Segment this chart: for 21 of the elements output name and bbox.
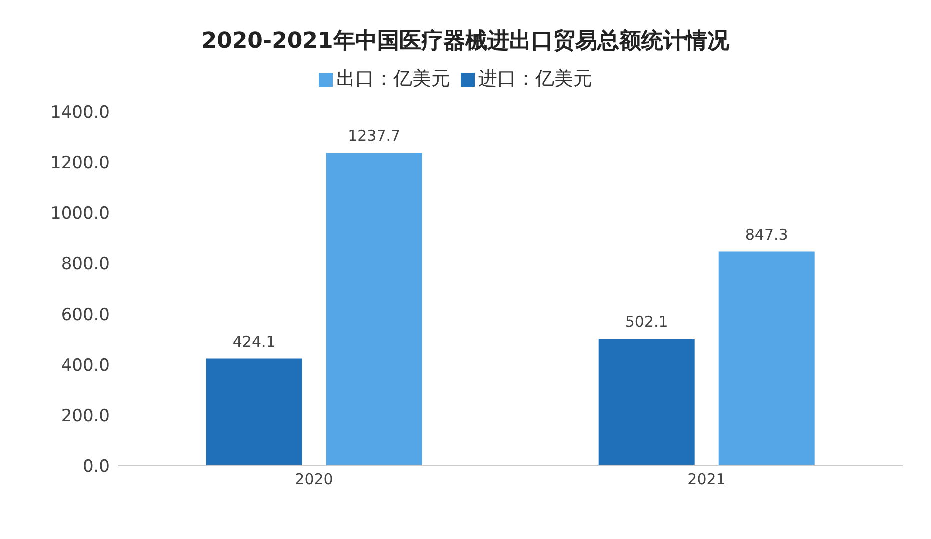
- legend-label: 进口：亿美元: [478, 68, 592, 90]
- legend-label: 出口：亿美元: [336, 68, 450, 90]
- y-tick-label: 0.0: [82, 457, 110, 478]
- bar: [718, 252, 815, 466]
- y-tick-label: 1000.0: [50, 204, 110, 224]
- x-tick-label: 2020: [295, 470, 334, 489]
- bar: [598, 339, 695, 466]
- y-tick-label: 400.0: [61, 356, 110, 376]
- x-tick-label: 2021: [688, 470, 726, 489]
- y-tick-label: 800.0: [61, 254, 110, 275]
- y-tick-label: 1400.0: [50, 103, 110, 124]
- data-label: 502.1: [625, 313, 668, 332]
- bar: [326, 153, 422, 466]
- data-label: 1237.7: [348, 127, 401, 146]
- y-tick-label: 600.0: [61, 305, 110, 326]
- bar: [206, 358, 302, 466]
- data-label: 424.1: [232, 332, 276, 351]
- chart-title: 2020-2021年中国医疗器械进出口贸易总额统计情况: [200, 28, 730, 56]
- y-tick-label: 200.0: [61, 406, 110, 426]
- y-tick-label: 1200.0: [50, 154, 110, 174]
- data-label: 847.3: [745, 226, 788, 244]
